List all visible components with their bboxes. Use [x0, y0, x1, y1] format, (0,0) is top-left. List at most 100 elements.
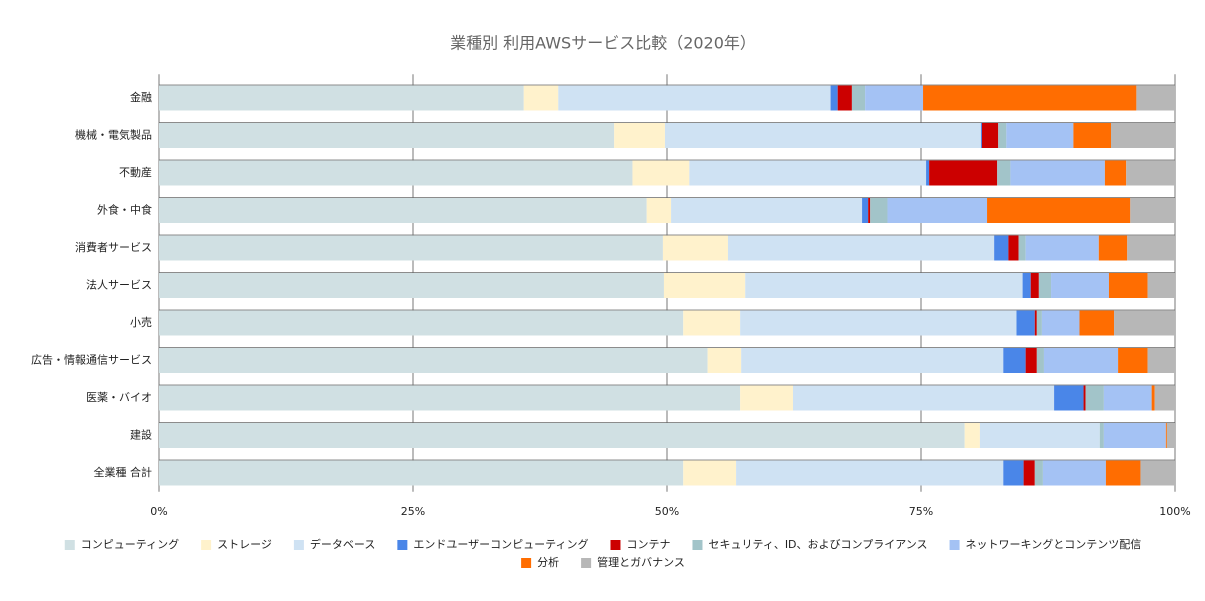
bar-segment [683, 310, 741, 336]
y-tick-label: 不動産 [119, 165, 152, 179]
y-tick-label: 金融 [130, 90, 152, 104]
bar-segment [1114, 310, 1175, 336]
bar-segment [837, 85, 852, 111]
bar-segment [870, 198, 888, 223]
legend-item: ストレージ [201, 538, 272, 551]
bar-segment [671, 198, 863, 223]
legend-label: コンテナ [626, 538, 670, 551]
bar-segment [1030, 273, 1039, 298]
bar-segment [1023, 460, 1035, 486]
bar-segment [1140, 460, 1175, 486]
legend-item: データベース [293, 537, 375, 551]
bar-segment [1127, 235, 1175, 261]
bar-segment [1003, 348, 1026, 373]
bar-segment [1103, 423, 1166, 448]
x-tick-label: 0% [150, 505, 167, 518]
legend-label: データベース [310, 537, 375, 551]
legend-item: コンテナ [610, 538, 670, 551]
bar-segment [997, 160, 1011, 186]
legend-swatch [64, 540, 75, 550]
bar-segment [1025, 235, 1099, 261]
x-tick-label: 25% [401, 505, 425, 518]
bar-segment [851, 85, 866, 111]
y-tick-label: 機械・電気製品 [75, 128, 152, 142]
y-tick-label: 小売 [130, 316, 152, 329]
bar-segment [865, 85, 924, 111]
x-tick-label: 75% [909, 505, 933, 518]
bar-segment [689, 160, 927, 186]
legend-label: ネットワーキングとコンテンツ配信 [966, 537, 1142, 551]
legend-swatch [521, 558, 532, 568]
bar-segment [1136, 85, 1175, 111]
bar-segment [558, 85, 831, 111]
bar-segment [1036, 348, 1044, 373]
bar-segment [1010, 160, 1105, 186]
y-tick-label: 広告・情報通信サービス [31, 354, 152, 367]
bar-segment [1105, 460, 1141, 486]
bar-segment [159, 160, 633, 186]
legend-label: ストレージ [217, 538, 272, 551]
bar-segment [1151, 385, 1155, 411]
legend-item: セキュリティ、ID、およびコンプライアンス [692, 538, 928, 551]
bar-segment [663, 273, 746, 298]
y-tick-label: 法人サービス [86, 278, 152, 292]
bar-segment [1034, 460, 1043, 486]
bar-segment [979, 423, 1100, 448]
y-tick-label: 全業種 合計 [94, 465, 153, 479]
bar-segment [929, 160, 998, 186]
bar-segment [159, 273, 664, 298]
bar-segment [159, 235, 663, 261]
legend-item: ネットワーキングとコンテンツ配信 [949, 537, 1142, 551]
bar-segment [646, 198, 672, 223]
bar-segment [1034, 310, 1037, 336]
bar-segment [980, 123, 982, 148]
bar-segment [1042, 460, 1106, 486]
bar-segment [159, 310, 684, 336]
bar-segment [159, 423, 965, 448]
bar-segment [1126, 160, 1175, 186]
chart-title: 業種別 利用AWSサービス比較（2020年） [450, 34, 756, 53]
bar-segment [887, 198, 988, 223]
bar-segment [736, 460, 1004, 486]
bar-segment [1110, 123, 1175, 148]
bar-segment [741, 348, 1004, 373]
legend-item: 管理とガバナンス [581, 555, 685, 569]
bar-segment [707, 348, 742, 373]
bar-segment [1099, 423, 1104, 448]
bar-segment [923, 85, 1137, 111]
bar-segment [662, 235, 728, 261]
bar-segment [1079, 310, 1115, 336]
bar-segment [740, 310, 1017, 336]
bar-segment [745, 273, 1023, 298]
bar-segment [1085, 385, 1104, 411]
legend-item: エンドユーザーコンピューティング [397, 537, 588, 551]
bar-segment [740, 385, 793, 411]
legend-swatch [581, 558, 592, 568]
bar-segment [159, 348, 708, 373]
legend-label: 分析 [537, 555, 559, 569]
bar-segment [1154, 385, 1175, 411]
bar-segment [1036, 310, 1042, 336]
bar-segment [1054, 385, 1084, 411]
bar-segment [1006, 123, 1074, 148]
legend-item: 分析 [521, 555, 559, 569]
bar-segment [1022, 273, 1031, 298]
bar-segment [987, 198, 1131, 223]
bar-segment [981, 123, 999, 148]
y-tick-label: 医薬・バイオ [86, 391, 152, 404]
bar-segment [159, 85, 524, 111]
bar-segment [683, 460, 737, 486]
bar-segment [1104, 160, 1127, 186]
legend-label: 管理とガバナンス [597, 555, 685, 569]
bar-segment [830, 85, 838, 111]
bar-segment [1041, 310, 1080, 336]
bar-segment [632, 160, 690, 186]
bar-segment [1038, 273, 1052, 298]
legend-swatch [692, 540, 703, 550]
x-tick-label: 100% [1159, 505, 1190, 518]
bar-segment [664, 123, 981, 148]
legend-label: コンピューティング [81, 537, 179, 551]
bar-segment [727, 235, 995, 261]
